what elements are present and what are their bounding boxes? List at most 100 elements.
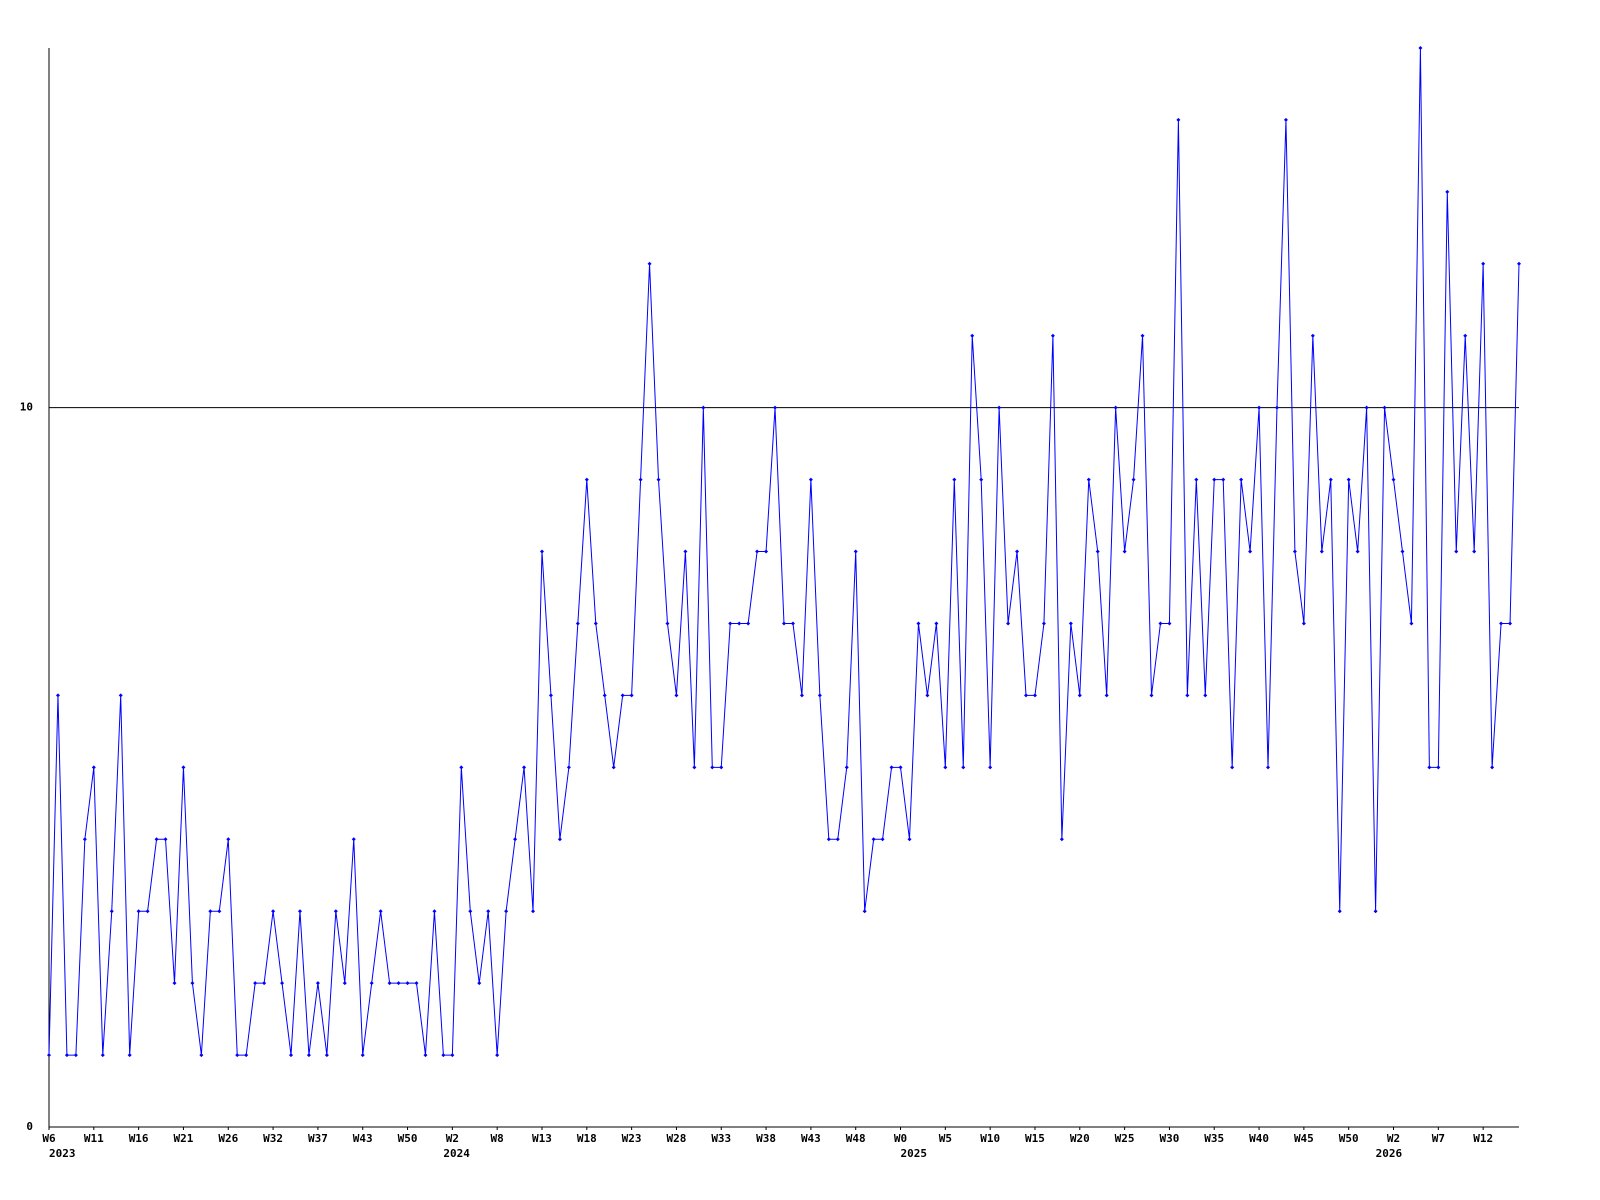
point-marker xyxy=(835,837,840,842)
point-marker xyxy=(961,765,966,770)
point-marker xyxy=(1068,621,1073,626)
point-marker xyxy=(602,693,607,698)
point-marker xyxy=(880,837,885,842)
x-tick-label: W18 xyxy=(577,1132,597,1145)
point-marker xyxy=(746,621,751,626)
x-tick-label: W43 xyxy=(801,1132,821,1145)
x-tick-label: W12 xyxy=(1473,1132,1493,1145)
x-tick-label: W48 xyxy=(846,1132,866,1145)
point-marker xyxy=(163,837,168,842)
point-marker xyxy=(1122,549,1127,554)
point-marker xyxy=(477,981,482,986)
point-marker xyxy=(755,549,760,554)
point-marker xyxy=(64,1053,69,1058)
point-marker xyxy=(450,1053,455,1058)
x-tick-label: W6 xyxy=(42,1132,56,1145)
x-tick-label: W50 xyxy=(1339,1132,1359,1145)
point-marker xyxy=(190,981,195,986)
x-tick-label: W5 xyxy=(939,1132,952,1145)
point-marker xyxy=(1391,477,1396,482)
point-marker xyxy=(235,1053,240,1058)
point-marker xyxy=(557,837,562,842)
point-marker xyxy=(289,1053,294,1058)
point-marker xyxy=(387,981,392,986)
x-tick-label: W32 xyxy=(263,1132,283,1145)
point-marker xyxy=(405,981,410,986)
point-marker xyxy=(907,837,912,842)
point-marker xyxy=(181,765,186,770)
x-tick-label: W7 xyxy=(1432,1132,1445,1145)
point-marker xyxy=(495,1053,500,1058)
point-marker xyxy=(136,909,141,914)
point-marker xyxy=(1158,621,1163,626)
point-marker xyxy=(1508,621,1513,626)
point-marker xyxy=(1212,477,1217,482)
point-marker xyxy=(55,693,60,698)
point-marker xyxy=(1400,549,1405,554)
point-marker xyxy=(620,693,625,698)
point-marker xyxy=(1113,405,1118,410)
point-marker xyxy=(199,1053,204,1058)
point-marker xyxy=(73,1053,78,1058)
point-marker xyxy=(333,909,338,914)
point-marker xyxy=(1427,765,1432,770)
point-marker xyxy=(47,1053,51,1058)
point-marker xyxy=(1131,477,1136,482)
point-marker xyxy=(262,981,267,986)
point-marker xyxy=(611,765,616,770)
point-marker xyxy=(862,909,867,914)
point-marker xyxy=(934,621,939,626)
point-marker xyxy=(1095,549,1100,554)
point-marker xyxy=(172,981,177,986)
x-tick-label: W10 xyxy=(980,1132,1000,1145)
point-marker xyxy=(109,909,114,914)
point-marker xyxy=(683,549,688,554)
point-marker xyxy=(1185,693,1190,698)
point-marker xyxy=(1436,765,1441,770)
point-marker xyxy=(1041,621,1046,626)
point-marker xyxy=(253,981,258,986)
point-marker xyxy=(1463,333,1468,338)
point-marker xyxy=(342,981,347,986)
point-marker xyxy=(1059,837,1064,842)
point-marker xyxy=(360,1053,365,1058)
point-marker xyxy=(737,621,742,626)
point-marker xyxy=(396,981,401,986)
point-marker xyxy=(1257,405,1262,410)
point-marker xyxy=(1283,117,1288,122)
point-marker xyxy=(1382,405,1387,410)
point-marker xyxy=(1203,693,1208,698)
point-marker xyxy=(853,549,858,554)
x-tick-label: W28 xyxy=(667,1132,687,1145)
point-marker xyxy=(513,837,518,842)
x-tick-label: W2 xyxy=(1387,1132,1400,1145)
point-marker xyxy=(1086,477,1091,482)
x-year-label: 2024 xyxy=(443,1147,470,1160)
point-marker xyxy=(306,1053,311,1058)
x-tick-label: W37 xyxy=(308,1132,328,1145)
point-marker xyxy=(773,405,778,410)
point-marker xyxy=(118,693,123,698)
point-marker xyxy=(593,621,598,626)
point-marker xyxy=(1239,477,1244,482)
point-marker xyxy=(764,549,769,554)
x-year-label: 2023 xyxy=(49,1147,76,1160)
point-marker xyxy=(226,837,231,842)
x-tick-label: W11 xyxy=(84,1132,104,1145)
point-marker xyxy=(674,693,679,698)
point-marker xyxy=(154,837,159,842)
point-marker xyxy=(1454,549,1459,554)
point-marker xyxy=(324,1053,329,1058)
point-marker xyxy=(1194,477,1199,482)
point-marker xyxy=(1517,261,1521,266)
point-marker xyxy=(100,1053,105,1058)
point-marker xyxy=(271,909,276,914)
point-marker xyxy=(925,693,930,698)
point-marker xyxy=(208,909,213,914)
x-tick-label: W26 xyxy=(218,1132,238,1145)
x-tick-label: W21 xyxy=(174,1132,194,1145)
point-marker xyxy=(898,765,903,770)
point-marker xyxy=(916,621,921,626)
point-marker xyxy=(1050,333,1055,338)
